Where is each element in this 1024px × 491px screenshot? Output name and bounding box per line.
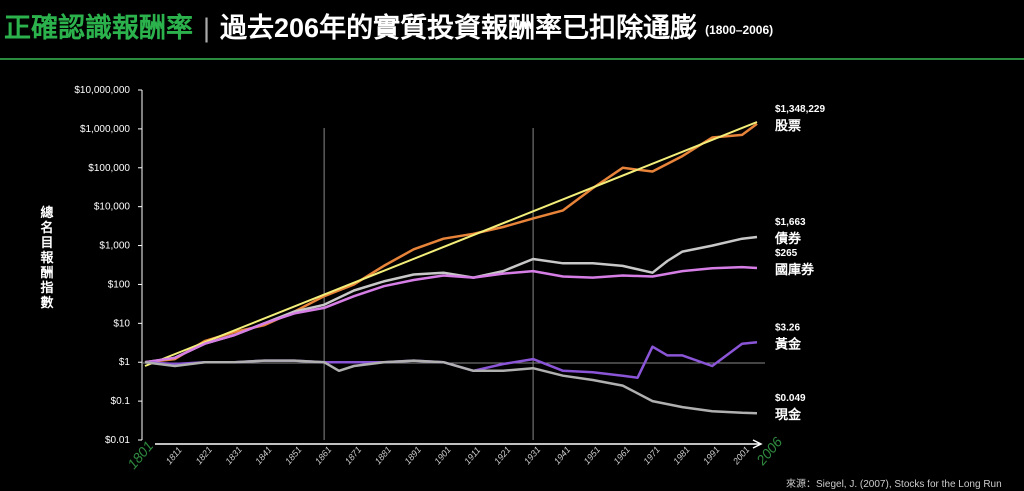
- series-end-value: $1,348,229: [775, 104, 825, 115]
- series-name: 債券: [774, 231, 802, 247]
- x-tick-label: 1861: [313, 445, 334, 467]
- series-line-現金: [144, 359, 758, 415]
- y-tick-label: $10: [113, 318, 130, 329]
- series-name: 黃金: [774, 336, 802, 352]
- x-tick-label: 1881: [373, 445, 394, 467]
- x-tick-label: 1901: [432, 445, 453, 467]
- x-axis-arrow: [752, 439, 763, 449]
- y-tick-label: $10,000,000: [74, 85, 130, 96]
- y-tick-label: $100,000: [88, 163, 130, 174]
- x-tick-label: 1931: [522, 445, 543, 467]
- series-end-value: $0.049: [775, 393, 806, 404]
- y-tick-label: $0.01: [105, 435, 130, 446]
- series-end-value: $3.26: [775, 322, 800, 333]
- y-tick-label: $1,000: [99, 241, 130, 252]
- x-tick-label: 1911: [462, 445, 482, 466]
- header-rule: [0, 58, 1024, 60]
- x-tick-label: 1981: [671, 445, 692, 467]
- x-tick-label: 1991: [701, 445, 722, 467]
- title-range: (1800–2006): [705, 22, 774, 37]
- x-tick-label: 1951: [582, 445, 603, 467]
- x-tick-label: 1971: [641, 445, 662, 467]
- series-end-value: $265: [775, 248, 798, 259]
- series-name: 國庫券: [775, 262, 815, 278]
- x-tick-label: 1891: [403, 445, 424, 467]
- x-tick-label: 1871: [343, 445, 364, 467]
- series-end-value: $1,663: [775, 217, 806, 228]
- series-line-國庫券: [144, 265, 758, 364]
- y-tick-label: $100: [108, 279, 131, 290]
- x-tick-label: 1921: [492, 445, 513, 467]
- title-green: 正確認識報酬率: [4, 13, 193, 43]
- source-note: 來源：Siegel, J. (2007), Stocks for the Lon…: [786, 479, 1002, 490]
- title-main: 過去206年的實質投資報酬率已扣除通膨: [220, 13, 698, 43]
- series-name: 股票: [775, 118, 801, 134]
- y-tick-label: $1,000,000: [80, 124, 130, 135]
- series-line-債券: [144, 235, 758, 364]
- page-title: 正確認識報酬率 | 過去206年的實質投資報酬率已扣除通膨 (1800–2006): [4, 6, 773, 45]
- x-tick-label: 1851: [283, 445, 304, 467]
- x-tick-label: 1841: [253, 445, 274, 467]
- x-tick-label: 1941: [552, 445, 573, 467]
- series-line-黃金: [144, 341, 758, 379]
- x-tick-label: 1961: [612, 445, 633, 467]
- y-tick-label: $10,000: [94, 202, 131, 213]
- series-line-趨勢: [144, 121, 758, 367]
- x-tick-label: 2001: [730, 445, 751, 468]
- y-axis-label: 總名目報酬指數: [40, 205, 54, 310]
- x-tick-label: 2006: [752, 434, 785, 469]
- series-name: 現金: [775, 407, 802, 423]
- x-tick-label: 1831: [223, 445, 244, 467]
- title-separator: |: [203, 13, 211, 43]
- y-tick-label: $0.1: [111, 396, 131, 407]
- x-tick-label: 1821: [194, 445, 215, 467]
- y-tick-label: $1: [119, 357, 131, 368]
- x-tick-label: 1811: [164, 445, 184, 466]
